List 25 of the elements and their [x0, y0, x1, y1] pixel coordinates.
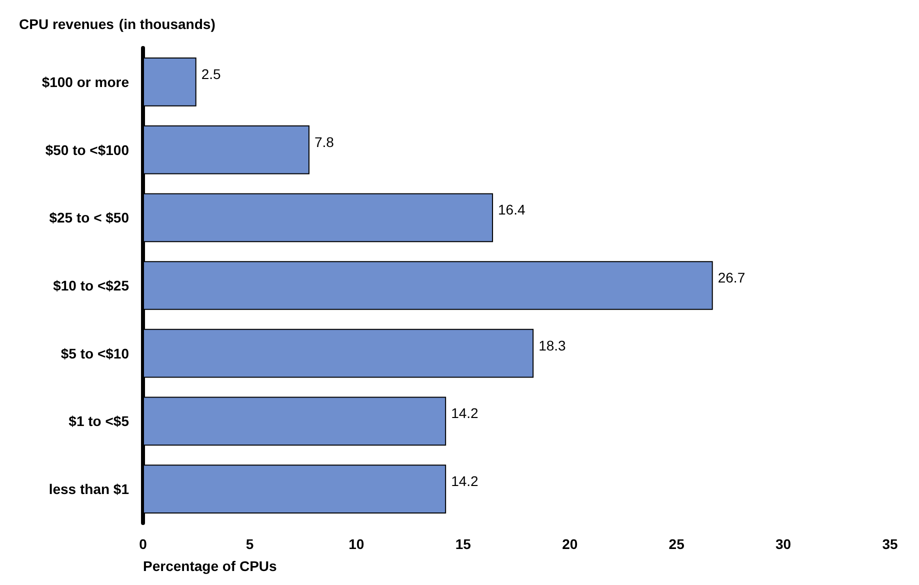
y-tick-label: $25 to < $50	[49, 210, 130, 226]
data-label: 2.5	[201, 66, 222, 82]
data-label: 16.4	[498, 202, 526, 218]
data-label: 14.2	[451, 473, 479, 490]
chart-subtitle: (in thousands)	[118, 16, 216, 32]
x-tick-label: 5	[246, 536, 254, 552]
data-label: 26.7	[718, 270, 746, 286]
data-label: 7.8	[314, 134, 334, 150]
y-tick-label: $50 to <$100	[45, 142, 130, 158]
y-tick-label: less than $1	[48, 481, 130, 498]
x-tick-label: 20	[562, 536, 578, 552]
x-tick-label: 15	[455, 536, 472, 552]
x-tick-label: 35	[882, 536, 898, 552]
y-tick-label: $10 to <$25	[53, 278, 130, 294]
y-tick-label: $100 or more	[42, 74, 130, 90]
x-axis-title: Percentage of CPUs	[143, 558, 278, 574]
x-tick-label: 25	[668, 536, 685, 552]
y-tick-label: $1 to <$5	[68, 413, 130, 430]
data-label: 14.2	[451, 405, 479, 422]
chart-title: CPU revenues	[19, 16, 114, 32]
x-tick-label: 0	[139, 536, 148, 552]
x-tick-label: 10	[348, 536, 364, 552]
y-tick-label: $5 to <$10	[60, 345, 130, 362]
data-label: 18.3	[538, 337, 566, 354]
x-tick-label: 30	[775, 536, 792, 552]
